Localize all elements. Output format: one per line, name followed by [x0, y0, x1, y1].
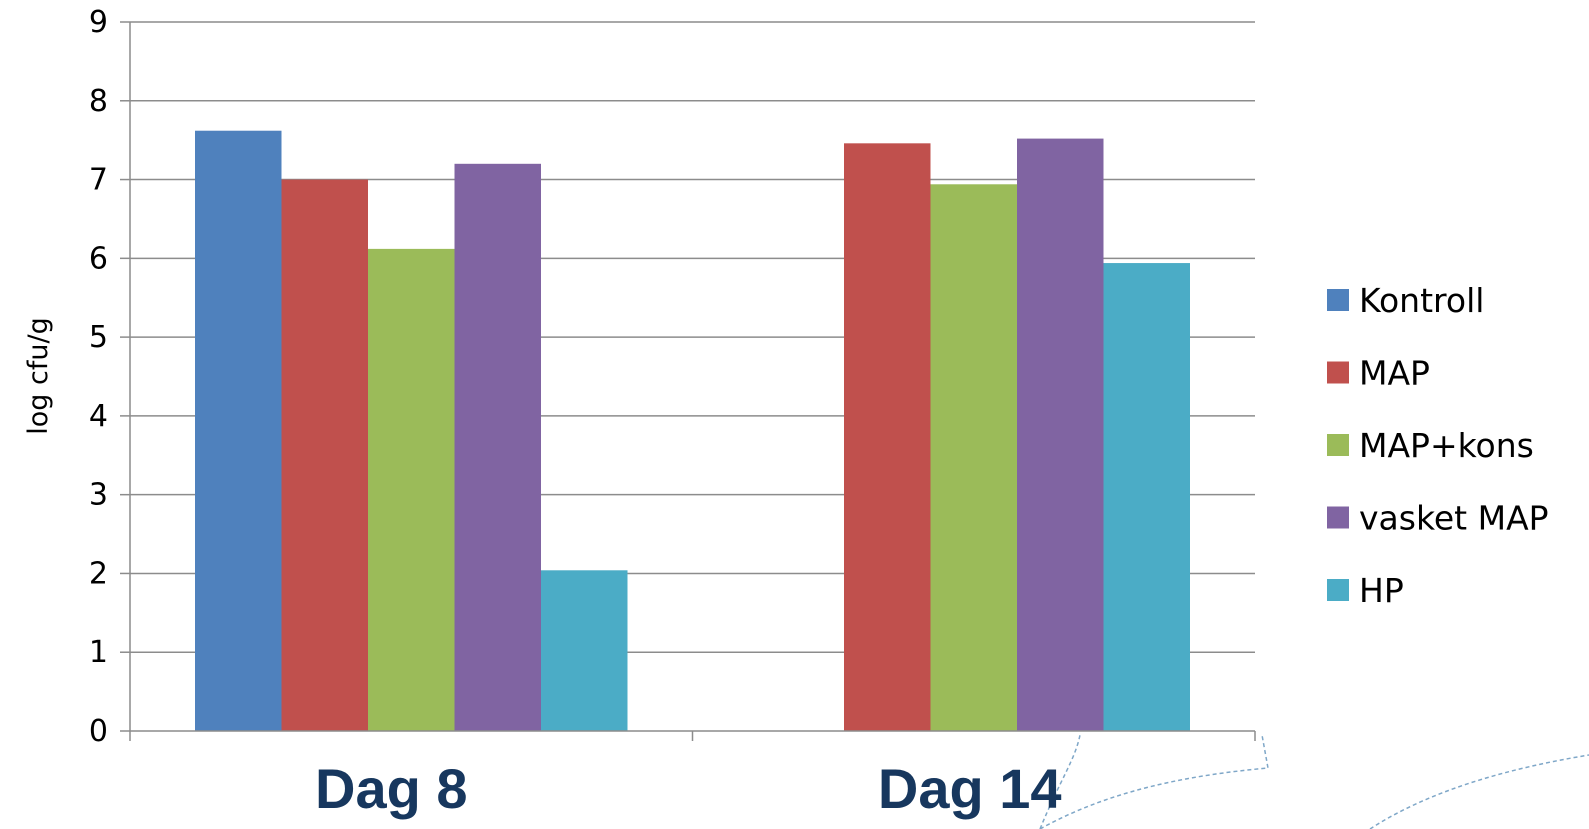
- decorative-curve: [1039, 734, 1081, 829]
- bar-map-0: [281, 179, 368, 732]
- bar-map-1: [844, 143, 931, 732]
- bar-vasket-map-0: [454, 163, 541, 732]
- y-tick-label: 8: [89, 84, 108, 119]
- y-axis-label: log cfu/g: [23, 317, 54, 434]
- y-tick-labels: 0 1 2 3 4 5 6 7 8 9: [89, 5, 108, 749]
- axes: [120, 21, 1256, 741]
- y-tick-label: 9: [89, 5, 108, 40]
- legend-label: HP: [1359, 571, 1404, 610]
- legend-label: MAP+kons: [1359, 426, 1534, 465]
- y-tick-label: 7: [89, 163, 108, 198]
- bar-hp-0: [541, 570, 628, 731]
- legend-swatch: [1327, 579, 1349, 601]
- legend: Kontroll MAP MAP+kons vasket MAP HP: [1327, 281, 1549, 610]
- bar-map-kons-1: [930, 184, 1017, 731]
- legend-swatch: [1327, 361, 1349, 384]
- legend-label: MAP: [1359, 354, 1430, 393]
- y-tick-label: 0: [89, 714, 108, 749]
- y-tick-label: 1: [89, 635, 108, 670]
- category-labels: Dag 8 Dag 14: [315, 757, 1062, 820]
- bars: [195, 130, 1190, 732]
- bar-kontroll-0: [195, 130, 282, 732]
- y-tick-label: 5: [89, 320, 108, 355]
- y-tick-label: 2: [89, 556, 108, 591]
- category-label: Dag 14: [878, 757, 1062, 820]
- y-tick-label: 6: [89, 241, 108, 276]
- decorative-curve: [1039, 734, 1269, 829]
- y-tick-label: 4: [89, 399, 108, 434]
- bar-hp-1: [1103, 263, 1190, 731]
- legend-label: vasket MAP: [1359, 499, 1549, 538]
- legend-swatch: [1327, 289, 1349, 311]
- legend-label: Kontroll: [1359, 281, 1484, 320]
- bar-vasket-map-1: [1017, 138, 1104, 731]
- bar-map-kons-0: [368, 248, 455, 731]
- legend-swatch: [1327, 506, 1349, 529]
- legend-swatch: [1327, 434, 1349, 456]
- y-tick-label: 3: [89, 478, 108, 513]
- decorative-curve: [1369, 754, 1589, 829]
- category-label: Dag 8: [315, 757, 468, 820]
